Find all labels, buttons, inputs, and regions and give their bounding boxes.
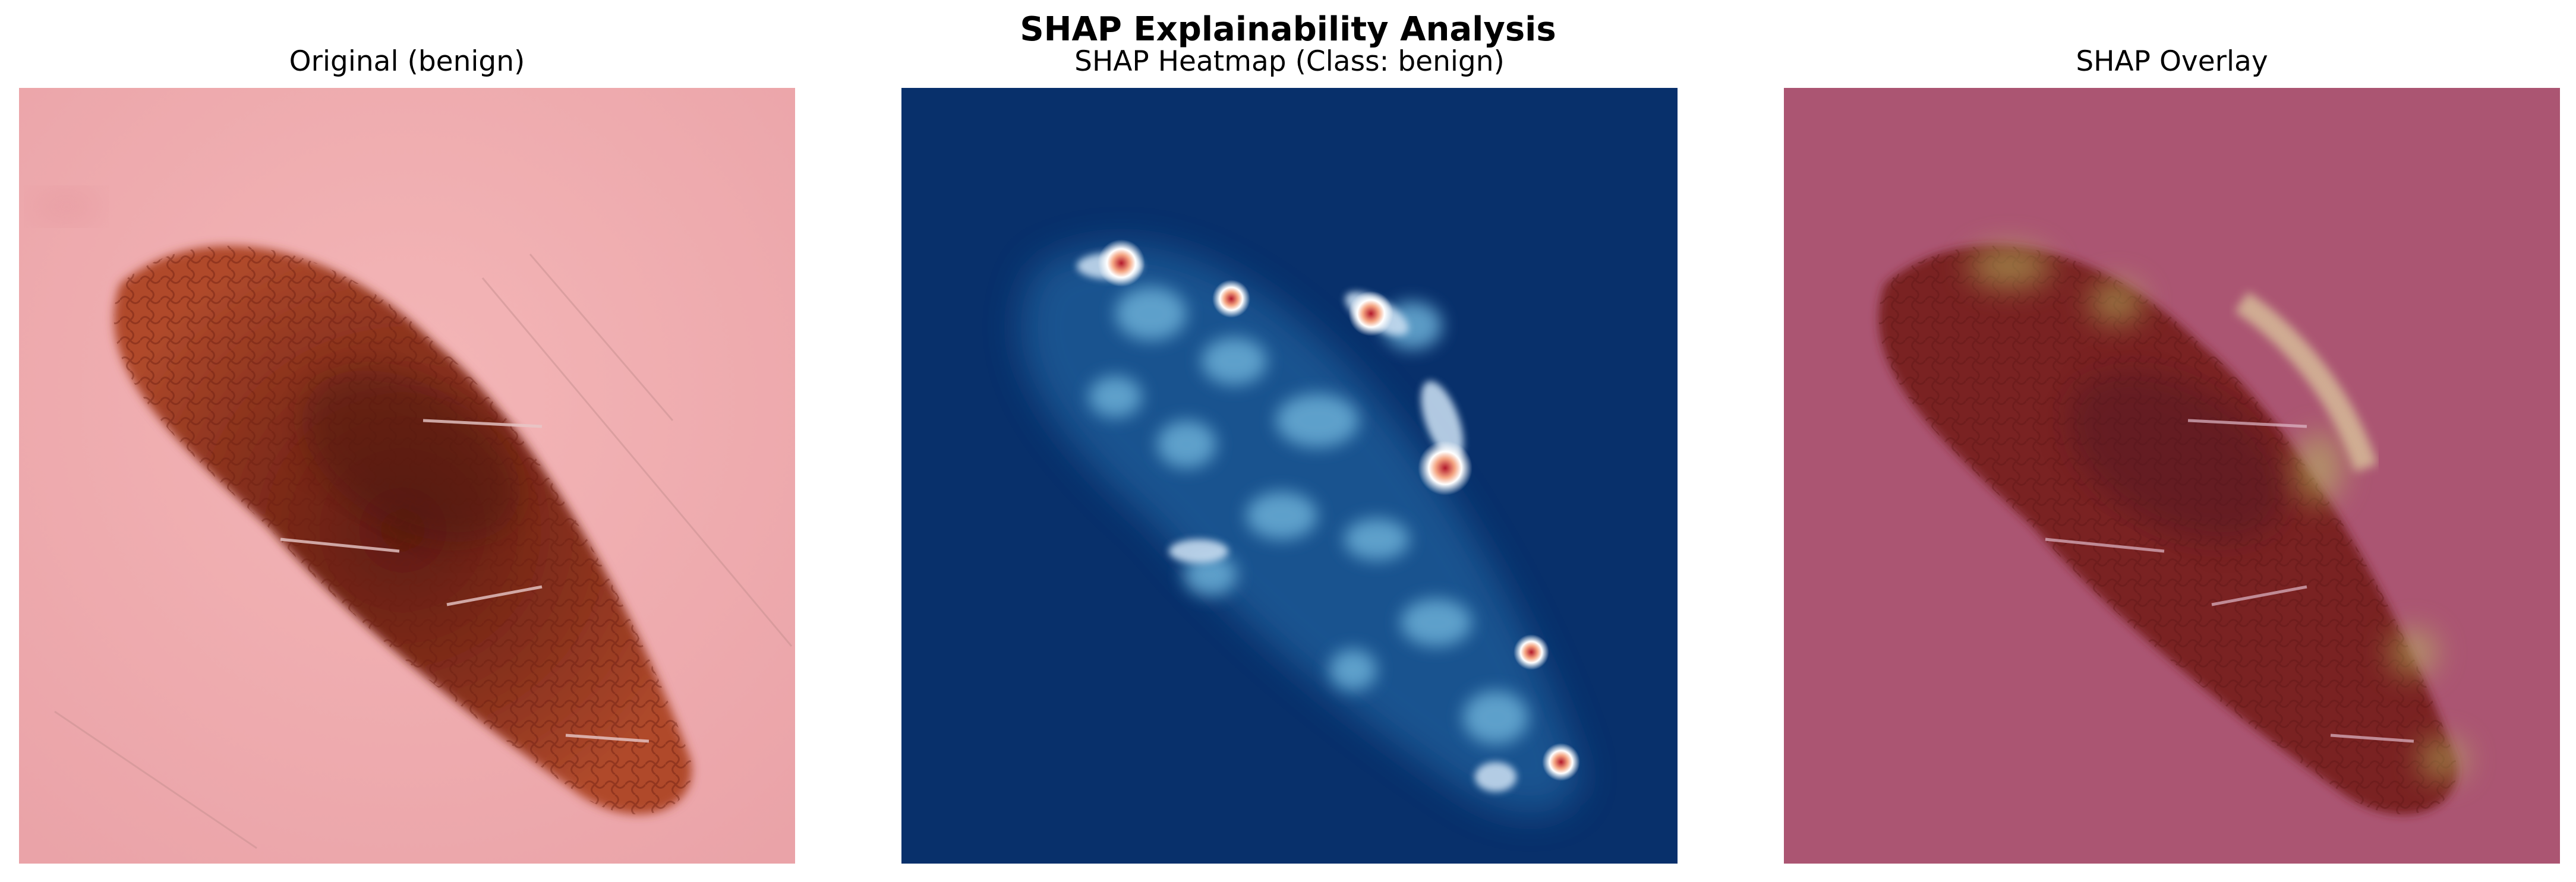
shap-overlay-image: [1784, 88, 2560, 864]
shap-heatmap-image: [901, 88, 1678, 864]
figure-title: SHAP Explainability Analysis: [1020, 10, 1556, 49]
panel-title-original: Original (benign): [289, 45, 525, 78]
original-lesion-image: [19, 88, 795, 864]
panel-title-heatmap: SHAP Heatmap (Class: benign): [1074, 45, 1505, 78]
panel-shap-overlay: SHAP Overlay: [1784, 0, 2560, 882]
panel-title-overlay: SHAP Overlay: [2076, 45, 2268, 78]
panel-shap-heatmap: SHAP Heatmap (Class: benign): [901, 0, 1678, 882]
panel-original: Original (benign): [19, 0, 795, 882]
